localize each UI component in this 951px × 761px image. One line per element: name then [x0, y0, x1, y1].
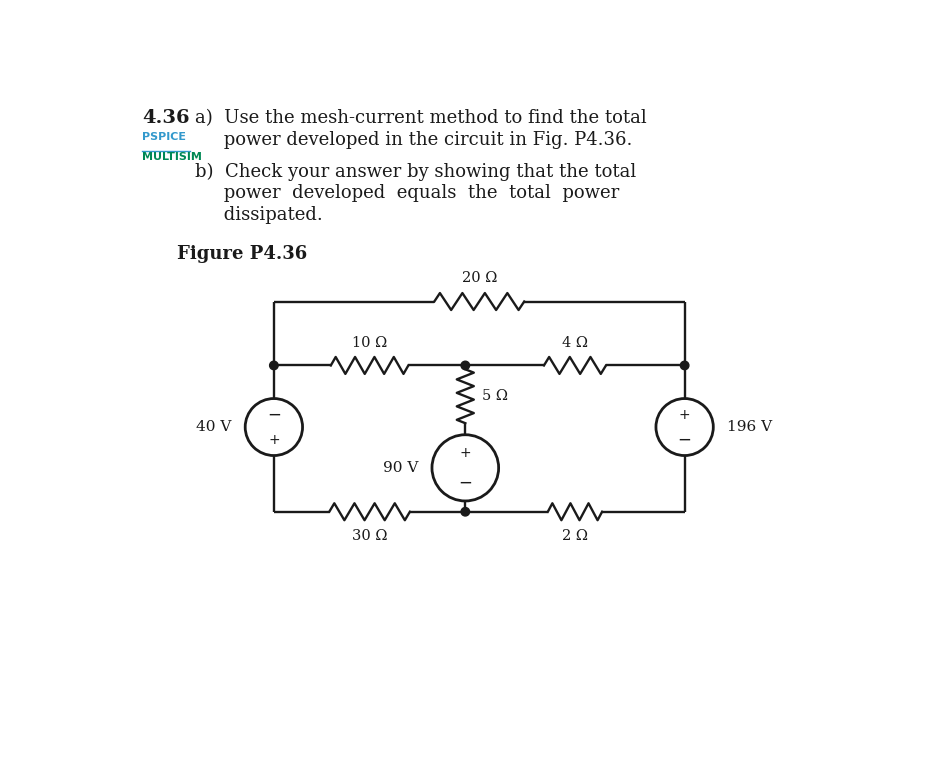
Circle shape — [461, 508, 470, 516]
Text: 40 V: 40 V — [196, 420, 231, 434]
Text: PSPICE: PSPICE — [142, 132, 186, 142]
Text: 2 Ω: 2 Ω — [562, 530, 588, 543]
Text: a)  Use the mesh-current method to find the total: a) Use the mesh-current method to find t… — [195, 109, 647, 127]
Text: 4.36: 4.36 — [142, 109, 190, 127]
Text: 5 Ω: 5 Ω — [482, 389, 509, 403]
Circle shape — [680, 361, 689, 370]
Circle shape — [461, 361, 470, 370]
Text: 30 Ω: 30 Ω — [352, 530, 387, 543]
Text: −: − — [678, 431, 691, 448]
Text: Figure P4.36: Figure P4.36 — [177, 244, 307, 263]
Text: dissipated.: dissipated. — [195, 206, 322, 224]
Circle shape — [270, 361, 278, 370]
Text: 4 Ω: 4 Ω — [562, 336, 588, 350]
Text: MULTISIM: MULTISIM — [142, 152, 202, 162]
Text: −: − — [458, 473, 473, 492]
Text: +: + — [679, 407, 690, 422]
Text: 20 Ω: 20 Ω — [461, 271, 497, 285]
Text: b)  Check your answer by showing that the total: b) Check your answer by showing that the… — [195, 163, 636, 181]
Text: power  developed  equals  the  total  power: power developed equals the total power — [195, 184, 619, 202]
Text: 10 Ω: 10 Ω — [352, 336, 387, 350]
Text: 90 V: 90 V — [382, 461, 418, 475]
Text: +: + — [268, 432, 280, 447]
Text: −: − — [267, 406, 281, 424]
Text: +: + — [459, 446, 471, 460]
Text: power developed in the circuit in Fig. P4.36.: power developed in the circuit in Fig. P… — [195, 131, 632, 148]
Text: 196 V: 196 V — [728, 420, 772, 434]
